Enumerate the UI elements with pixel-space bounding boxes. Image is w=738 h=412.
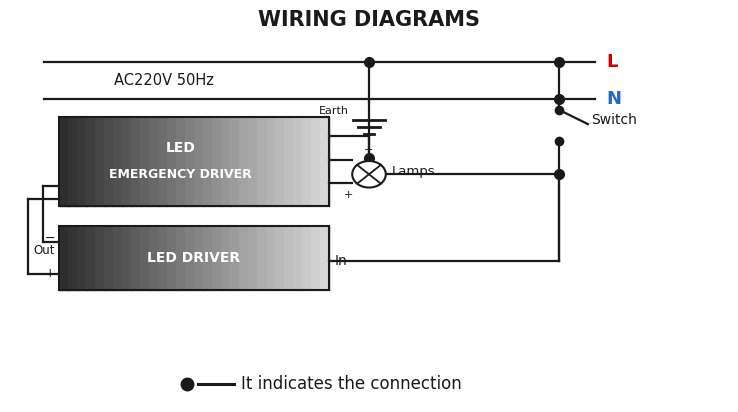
Text: −: − xyxy=(365,145,373,155)
Bar xyxy=(104,117,114,206)
Bar xyxy=(311,226,320,290)
Bar xyxy=(176,117,186,206)
Text: Lamps: Lamps xyxy=(392,165,435,178)
Text: LED DRIVER: LED DRIVER xyxy=(148,251,241,265)
Bar xyxy=(113,226,123,290)
Bar xyxy=(284,226,294,290)
Bar xyxy=(284,117,294,206)
Bar xyxy=(149,117,159,206)
Bar xyxy=(320,117,330,206)
Bar xyxy=(95,226,105,290)
Bar xyxy=(77,226,86,290)
Text: Switch: Switch xyxy=(592,113,638,127)
Bar xyxy=(122,117,131,206)
Text: LED: LED xyxy=(165,141,196,155)
Bar xyxy=(221,226,230,290)
Circle shape xyxy=(352,161,386,187)
Bar xyxy=(203,226,213,290)
Text: +: + xyxy=(344,190,354,200)
Bar xyxy=(302,226,311,290)
Bar xyxy=(158,226,168,290)
Bar xyxy=(176,226,186,290)
Bar xyxy=(59,226,69,290)
Text: −: − xyxy=(45,232,55,245)
Bar xyxy=(203,117,213,206)
Bar xyxy=(131,117,141,206)
Text: N: N xyxy=(606,90,621,108)
Text: Earth: Earth xyxy=(319,106,348,116)
Bar xyxy=(149,226,159,290)
Bar xyxy=(167,226,176,290)
Bar xyxy=(320,226,330,290)
Bar xyxy=(185,226,195,290)
Text: +: + xyxy=(44,267,55,280)
Bar xyxy=(185,117,195,206)
Bar xyxy=(302,117,311,206)
Bar xyxy=(131,226,141,290)
Bar xyxy=(257,117,266,206)
Bar xyxy=(68,226,77,290)
Bar xyxy=(194,117,204,206)
Bar xyxy=(86,226,96,290)
Bar xyxy=(239,226,249,290)
Bar xyxy=(293,117,303,206)
Bar xyxy=(113,117,123,206)
Text: EMERGENCY DRIVER: EMERGENCY DRIVER xyxy=(109,168,252,181)
Bar xyxy=(293,226,303,290)
Bar xyxy=(266,117,275,206)
Text: WIRING DIAGRAMS: WIRING DIAGRAMS xyxy=(258,10,480,30)
Bar xyxy=(59,117,69,206)
Bar xyxy=(77,117,86,206)
Bar xyxy=(257,226,266,290)
Bar xyxy=(104,226,114,290)
Text: In: In xyxy=(335,254,348,268)
Bar xyxy=(230,117,240,206)
Bar xyxy=(266,226,275,290)
Bar xyxy=(275,226,285,290)
Text: AC220V 50Hz: AC220V 50Hz xyxy=(114,73,213,88)
Bar xyxy=(167,117,176,206)
Bar xyxy=(275,117,285,206)
Bar xyxy=(221,117,230,206)
Bar xyxy=(86,117,96,206)
Bar xyxy=(122,226,131,290)
Text: Out: Out xyxy=(34,243,55,257)
Bar xyxy=(230,226,240,290)
Bar xyxy=(194,226,204,290)
Bar xyxy=(212,226,221,290)
Bar xyxy=(311,117,320,206)
Text: L: L xyxy=(606,53,618,71)
Text: It indicates the connection: It indicates the connection xyxy=(241,375,462,393)
Bar xyxy=(248,226,258,290)
Bar xyxy=(248,117,258,206)
Bar xyxy=(140,117,150,206)
Bar xyxy=(140,226,150,290)
Bar xyxy=(212,117,221,206)
Bar xyxy=(239,117,249,206)
Bar xyxy=(95,117,105,206)
Bar xyxy=(68,117,77,206)
Bar xyxy=(158,117,168,206)
